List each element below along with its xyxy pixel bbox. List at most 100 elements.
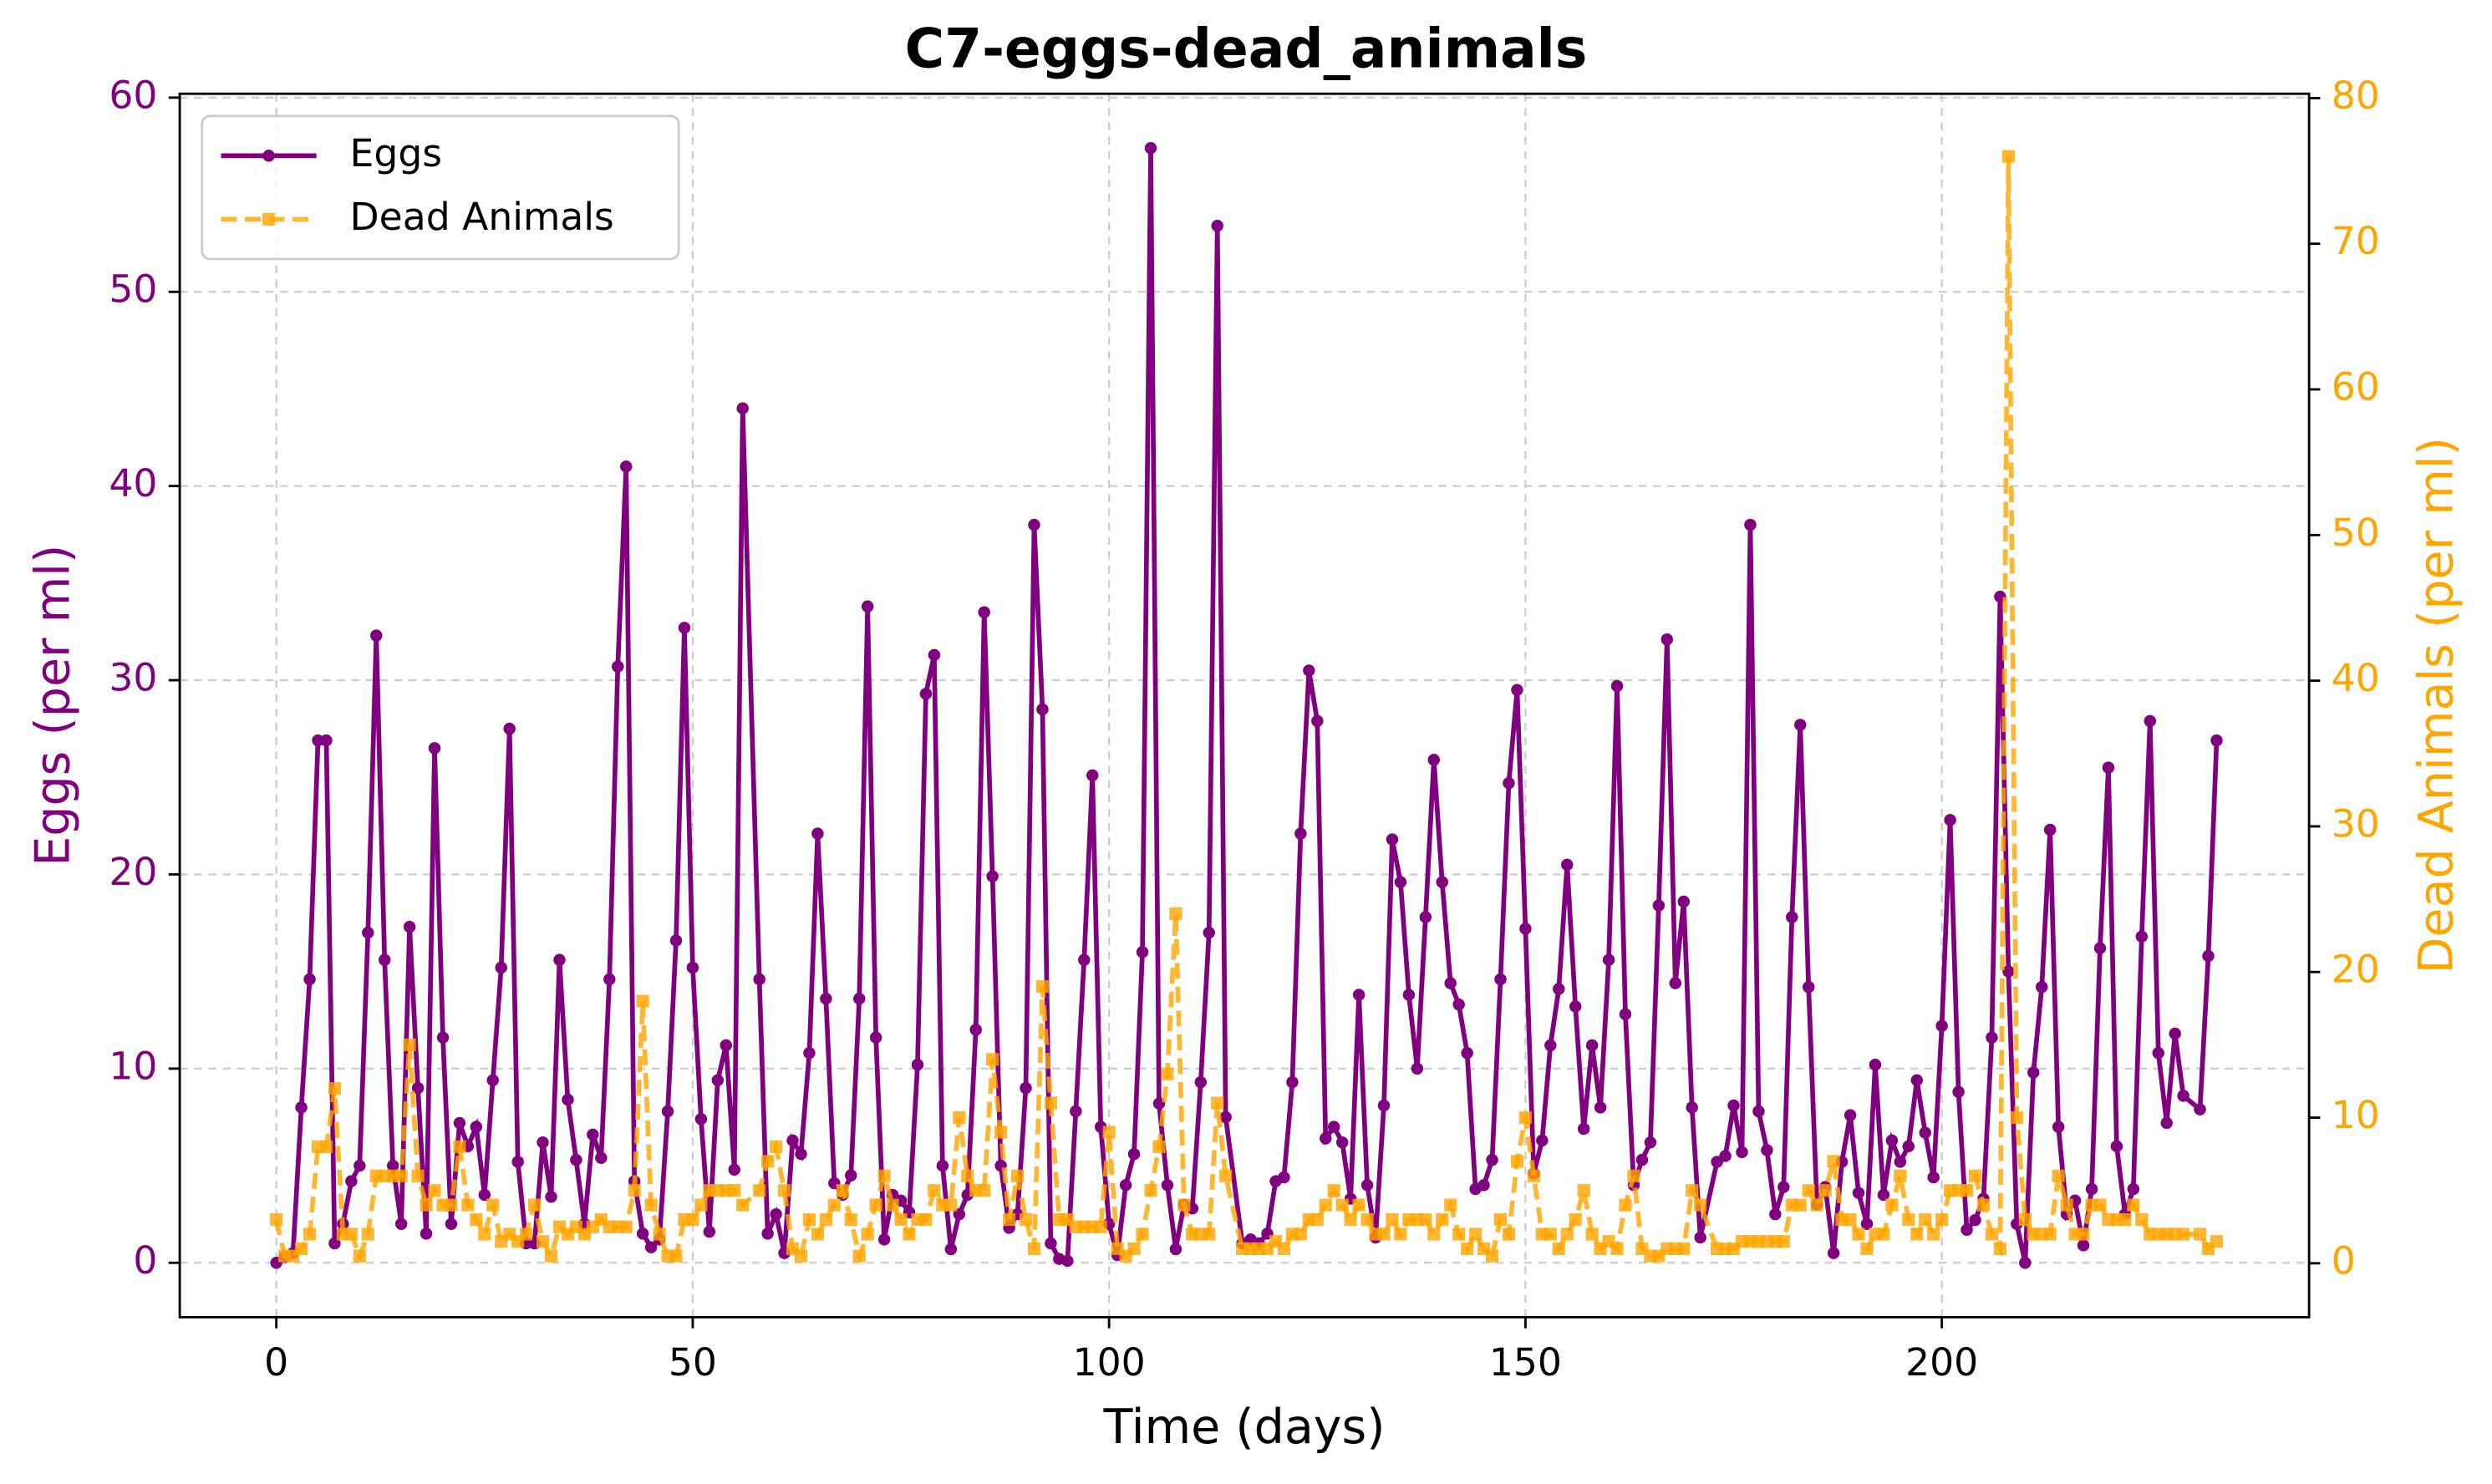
legend-marker [262,212,276,226]
marker [644,1198,658,1212]
marker [1961,1223,1973,1236]
marker [1827,1247,1840,1259]
marker [728,1163,740,1176]
marker [1585,1039,1599,1052]
marker [2210,734,2223,747]
marker [270,1212,283,1227]
marker [353,1249,366,1263]
marker [1094,1220,1107,1233]
marker [770,1207,782,1221]
marker [303,1227,317,1241]
marker [986,870,999,883]
marker [1386,833,1399,846]
marker [761,1227,774,1240]
marker [1119,1179,1132,1192]
marker [1211,1096,1224,1110]
marker [928,648,941,662]
marker [1360,1212,1374,1227]
marker [1968,1169,1982,1182]
marker [636,1227,649,1240]
marker [544,1249,558,1263]
marker [1444,1198,1457,1212]
marker [1794,719,1807,731]
marker [345,1175,358,1187]
marker [362,926,374,939]
marker [520,1227,533,1241]
marker [928,1184,941,1197]
marker [295,1101,308,1114]
marker [1436,1212,1449,1227]
marker [1503,777,1515,790]
marker [1277,1242,1291,1256]
marker [478,1227,491,1241]
marker [1136,1227,1149,1241]
marker [753,1184,766,1197]
marker [320,734,333,747]
marker [2052,1121,2065,1133]
marker [886,1198,899,1212]
marker [1452,998,1465,1011]
marker [1802,981,1815,994]
x-axis-label: Time (days) [1103,1400,1386,1455]
marker [1910,1074,1923,1087]
marker [1510,1155,1524,1168]
marker [1310,1212,1324,1227]
marker [1136,946,1149,958]
marker [1519,922,1532,935]
marker [969,1024,982,1036]
marker [453,1140,466,1154]
marker [312,734,324,747]
marker [1086,769,1099,782]
marker [1427,1227,1441,1241]
marker [961,1169,974,1182]
marker [495,961,507,974]
marker [2152,1047,2164,1060]
marker [536,1235,550,1248]
marker [844,1212,857,1227]
marker [1885,1198,1899,1212]
x-tick-label: 200 [1905,1340,1978,1385]
marker [2077,1239,2090,1252]
y2-tick-label: 40 [2332,656,2380,700]
marker [1352,1198,1366,1212]
marker [894,1212,908,1227]
marker [1045,1237,1057,1250]
marker [1610,1242,1624,1256]
marker [1902,1140,1915,1153]
legend: Eggs Dead Animals [201,114,680,261]
marker [1344,1212,1357,1227]
marker [1502,1227,1516,1241]
marker [1686,1184,1699,1197]
marker [1219,1110,1232,1124]
marker [1602,953,1615,966]
marker [1278,1171,1290,1184]
y2-tick-label: 30 [2332,801,2380,846]
marker [2043,1227,2057,1241]
marker [919,1212,933,1227]
marker [537,1136,549,1149]
marker [1927,1227,1940,1241]
chart-title: C7-eggs-dead_animals [905,18,1588,80]
marker [420,1198,433,1212]
marker [1727,1099,1740,1112]
marker [1219,1169,1233,1182]
marker [2127,1198,2140,1212]
marker [1436,876,1448,888]
marker [2102,761,2115,774]
marker [453,1116,466,1130]
marker [1694,1231,1706,1244]
marker [1569,1212,1582,1227]
marker [1969,1213,1981,1227]
marker [2027,1066,2040,1079]
marker [736,1198,750,1212]
marker [1161,1067,1174,1080]
marker [2110,1140,2123,1153]
marker [1518,1110,1533,1125]
marker [2077,1227,2090,1241]
marker [753,973,765,986]
marker [1894,1156,1907,1168]
marker [2135,1212,2149,1227]
marker [411,1169,425,1182]
marker [603,973,616,986]
marker [1569,1000,1582,1013]
